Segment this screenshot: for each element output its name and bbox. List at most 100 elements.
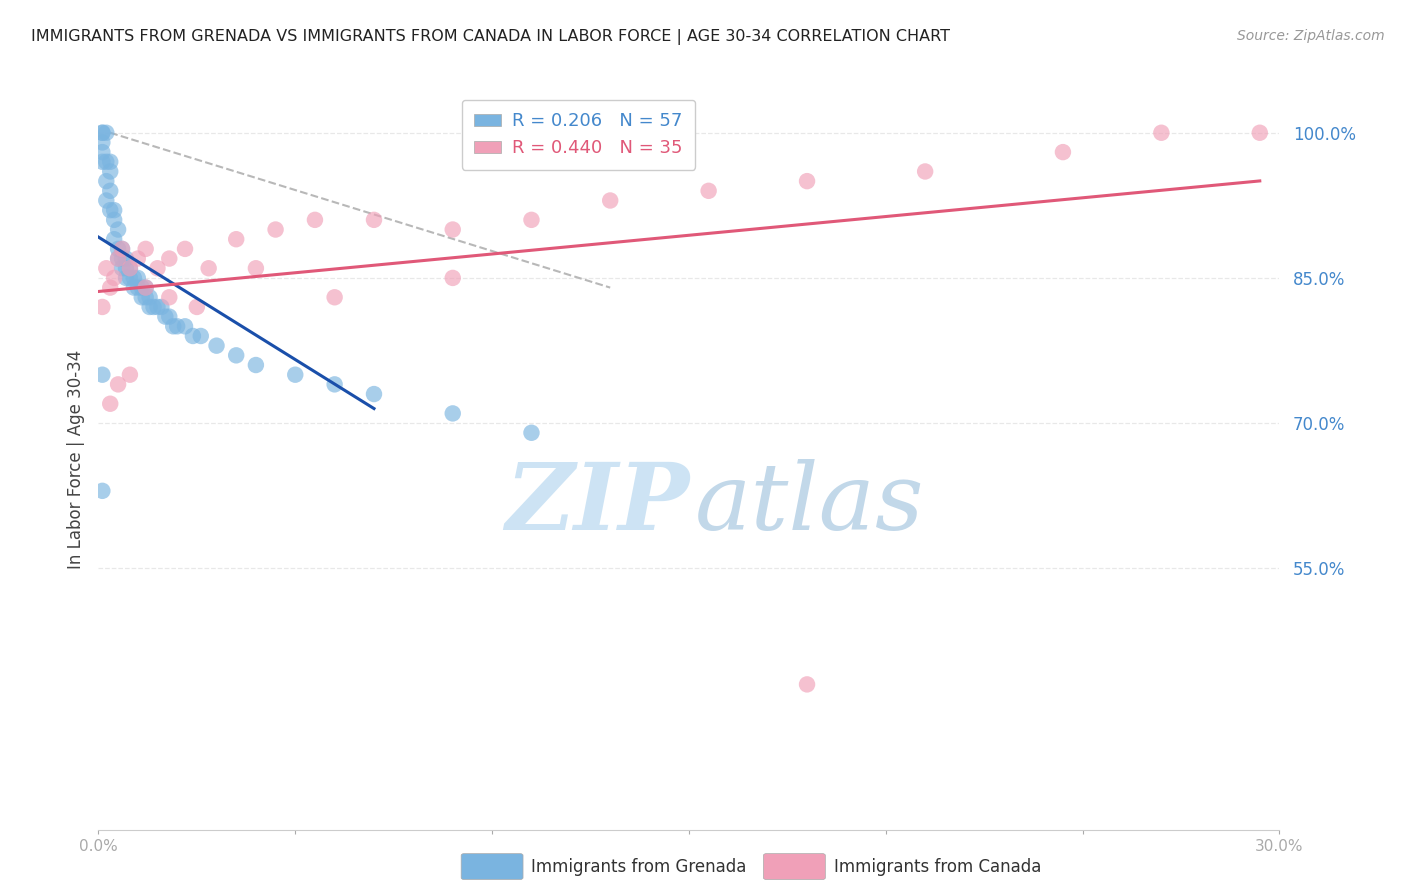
Point [138,300,160,314]
Point [96,154,118,169]
Point [1052,145,1074,160]
Point [245,261,267,276]
Point [186,300,208,314]
Point [107,377,129,392]
Point [91,300,114,314]
Point [103,271,125,285]
Point [98,280,121,294]
Point [174,319,197,334]
Point [205,339,228,353]
Point [135,280,157,294]
Point [127,252,149,266]
Point [96,174,118,188]
Point [127,280,149,294]
Point [225,348,247,362]
Point [135,290,157,304]
Point [166,319,188,334]
Point [111,242,134,256]
Point [157,252,180,266]
Point [98,184,121,198]
Point [1150,126,1173,140]
Point [91,126,114,140]
Point [1249,126,1271,140]
Point [111,242,134,256]
Point [98,154,121,169]
Point [131,290,153,304]
Point [697,184,720,198]
Point [118,368,141,382]
Point [107,252,129,266]
Text: ZIP: ZIP [505,458,689,549]
Point [245,358,267,372]
Point [98,397,121,411]
Point [796,174,818,188]
Point [599,194,621,208]
Point [103,203,125,218]
Point [111,261,134,276]
Point [138,290,160,304]
Point [122,271,145,285]
Point [91,126,114,140]
Point [174,242,197,256]
Point [118,261,141,276]
Point [107,252,129,266]
Point [304,212,326,227]
Point [98,164,121,178]
Point [197,261,219,276]
Point [157,290,180,304]
Point [111,252,134,266]
Point [914,164,936,178]
Point [225,232,247,246]
Point [284,368,307,382]
Text: IMMIGRANTS FROM GRENADA VS IMMIGRANTS FROM CANADA IN LABOR FORCE | AGE 30-34 COR: IMMIGRANTS FROM GRENADA VS IMMIGRANTS FR… [31,29,950,45]
Point [520,212,543,227]
Point [118,271,141,285]
Point [264,222,287,236]
Point [131,280,153,294]
Point [122,280,145,294]
Point [115,271,138,285]
Text: Source: ZipAtlas.com: Source: ZipAtlas.com [1237,29,1385,43]
Point [155,310,177,324]
Point [150,300,173,314]
Point [107,242,129,256]
Point [323,377,346,392]
Point [98,203,121,218]
Point [96,126,118,140]
Point [363,212,385,227]
Point [441,271,464,285]
Text: Immigrants from Canada: Immigrants from Canada [834,858,1040,876]
Point [91,136,114,150]
Point [181,329,204,343]
Point [118,261,141,276]
Y-axis label: In Labor Force | Age 30-34: In Labor Force | Age 30-34 [66,350,84,569]
Point [157,310,180,324]
Point [91,483,114,498]
Point [135,280,157,294]
Point [796,677,818,691]
Point [107,222,129,236]
Legend: R = 0.206   N = 57, R = 0.440   N = 35: R = 0.206 N = 57, R = 0.440 N = 35 [461,100,696,170]
Point [323,290,346,304]
Point [115,252,138,266]
Point [115,261,138,276]
Point [91,154,114,169]
Point [96,194,118,208]
Point [146,300,169,314]
Point [103,212,125,227]
Point [135,242,157,256]
Point [142,300,165,314]
Point [441,406,464,420]
Text: atlas: atlas [695,458,924,549]
Point [103,232,125,246]
Point [96,261,118,276]
Point [91,368,114,382]
Text: Immigrants from Grenada: Immigrants from Grenada [531,858,747,876]
Point [520,425,543,440]
Point [162,319,184,334]
Point [363,387,385,401]
Point [127,271,149,285]
Point [190,329,212,343]
Point [146,261,169,276]
Point [91,145,114,160]
